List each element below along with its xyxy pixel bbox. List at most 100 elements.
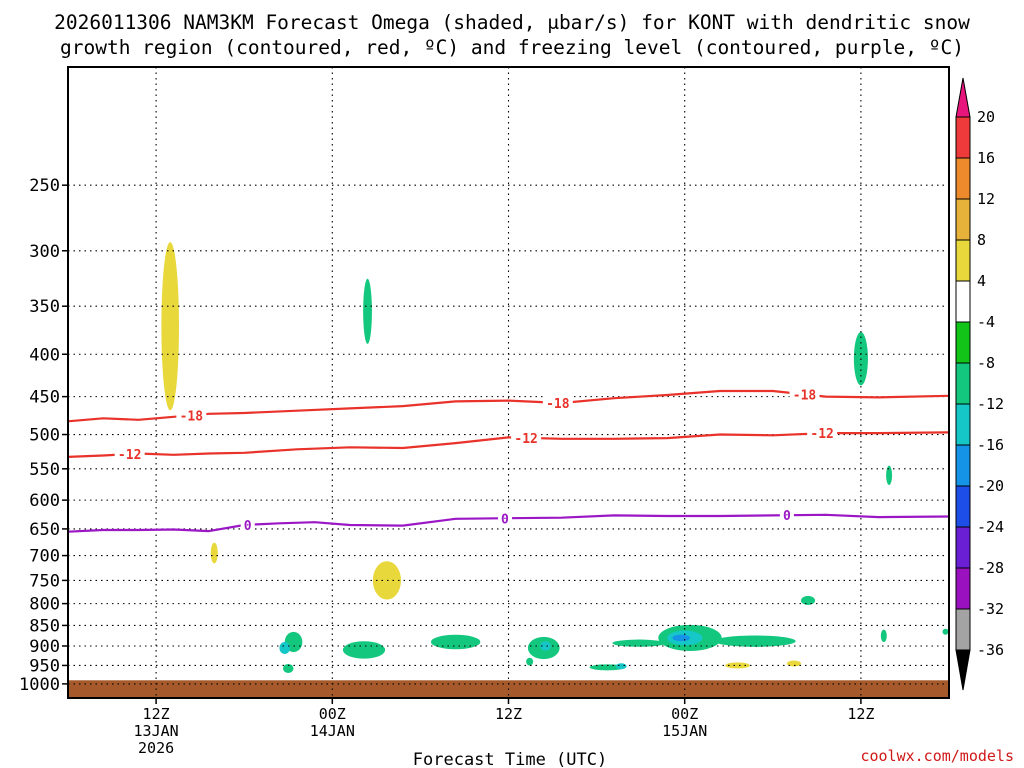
omega-cell-34	[725, 662, 750, 669]
omega-cell-15	[342, 641, 386, 659]
omega-cell-7	[251, 383, 283, 479]
omega-cell-36	[800, 595, 816, 605]
colorbar-bin-10	[955, 526, 971, 569]
y-tick-label-250: 250	[29, 176, 60, 196]
colorbar-label-11: -28	[977, 559, 1004, 577]
colorbar-bin-7	[955, 403, 971, 446]
omega-cell-19	[544, 201, 554, 276]
colorbar-bin-8	[955, 444, 971, 487]
contour-label-2-0: 0	[244, 519, 252, 534]
colorbar-bottom-arrow	[955, 649, 971, 691]
y-tick-label-450: 450	[29, 388, 60, 408]
y-tick-label-800: 800	[29, 595, 60, 615]
y-tick-label-700: 700	[29, 547, 60, 567]
contour-label-bg-0-1	[511, 430, 542, 445]
omega-cell-0	[64, 282, 104, 487]
contour-label-0-2: -12	[810, 427, 833, 442]
omega-cell-18	[508, 657, 516, 664]
omega-cell-10	[279, 642, 291, 654]
gridlines	[68, 67, 949, 698]
contour-label-2-2: 0	[783, 509, 791, 524]
contour-label-2-1: 0	[501, 512, 509, 527]
omega-cell-11	[282, 663, 294, 673]
colorbar-bin-0	[955, 116, 971, 159]
x-tick-sublabel-h42-0: 15JAN	[662, 722, 707, 740]
temperature-contours: -12 -12 -12 -18 -18 -18 0 0 0	[67, 387, 950, 534]
omega-shading	[64, 201, 949, 673]
colorbar-label-5: -4	[977, 313, 995, 331]
omega-cell-32	[714, 635, 796, 647]
omega-cell-28	[626, 659, 638, 668]
omega-cell-14	[372, 561, 402, 600]
colorbar-bin-6	[955, 362, 971, 405]
colorbar-label-10: -24	[977, 518, 1004, 536]
omega-cell-8	[265, 466, 280, 522]
x-tick-sublabel-h22-0: 14JAN	[310, 722, 355, 740]
x-tick-sublabel-h12-0: 13JAN	[134, 722, 179, 740]
contour-label-0-0: -12	[118, 448, 141, 463]
colorbar-label-0: 20	[977, 108, 995, 126]
colorbar-bin-12	[955, 608, 971, 651]
x-tick-label-h42: 00Z	[671, 705, 698, 723]
y-tick-label-600: 600	[29, 491, 60, 511]
contour-line-1	[67, 389, 950, 423]
colorbar-label-3: 8	[977, 231, 986, 249]
colorbar-bin-1	[955, 157, 971, 200]
colorbar-label-13: -36	[977, 641, 1004, 659]
contour-label-bg-1-2	[789, 387, 820, 402]
colorbar-bin-5	[955, 321, 971, 364]
y-tick-label-300: 300	[29, 242, 60, 262]
y-tick-label-500: 500	[29, 426, 60, 446]
contour-label-bg-1-1	[542, 395, 573, 410]
contour-label-bg-0-2	[807, 426, 838, 441]
omega-cell-31	[672, 634, 690, 642]
omega-cell-39	[880, 629, 887, 643]
contour-label-1-2: -18	[793, 388, 817, 403]
y-tick-label-1000: 1000	[19, 675, 60, 695]
omega-cell-23	[566, 653, 613, 663]
omega-cell-35	[786, 660, 801, 667]
contour-label-bg-2-2	[779, 508, 794, 523]
colorbar-label-4: 4	[977, 272, 986, 290]
x-tick-label-h12: 12Z	[143, 705, 170, 723]
y-tick-label-550: 550	[29, 460, 60, 480]
y-tick-label-750: 750	[29, 571, 60, 591]
colorbar-bin-2	[955, 198, 971, 241]
contour-label-bg-2-1	[497, 511, 512, 526]
colorbar-label-7: -12	[977, 395, 1004, 413]
contour-line-0	[67, 431, 950, 458]
omega-cell-22	[526, 657, 534, 666]
chart-title-line1: 2026011306 NAM3KM Forecast Omega (shaded…	[54, 11, 970, 34]
colorbar-label-12: -32	[977, 600, 1004, 618]
credit-text: coolwx.com/models	[860, 747, 1014, 765]
omega-cell-4	[161, 242, 180, 411]
omega-cell-6	[210, 542, 218, 564]
colorbar-label-9: -20	[977, 477, 1004, 495]
contour-label-bg-1-0	[176, 408, 207, 423]
omega-cell-26	[615, 663, 627, 670]
x-axis-label: Forecast Time (UTC)	[413, 750, 607, 768]
omega-cell-27	[612, 639, 666, 647]
y-tick-label-850: 850	[29, 616, 60, 636]
contour-label-0-1: -12	[514, 432, 537, 447]
omega-cell-12	[363, 278, 372, 344]
colorbar-bin-4	[955, 280, 971, 323]
omega-cell-1	[94, 469, 106, 501]
contour-line-2	[67, 513, 950, 533]
contour-label-bg-2-0	[240, 517, 255, 532]
omega-cell-38	[886, 465, 893, 485]
colorbar-bin-3	[955, 239, 971, 282]
omega-cell-40	[942, 628, 949, 635]
omega-cell-25	[589, 664, 625, 671]
omega-cell-2	[122, 476, 137, 530]
y-tick-label-350: 350	[29, 297, 60, 317]
colorbar-label-8: -16	[977, 436, 1004, 454]
chart-title-line2: growth region (contoured, red, ºC) and f…	[60, 36, 964, 59]
y-tick-label-650: 650	[29, 520, 60, 540]
axes: 2503003504004505005506006507007508008509…	[19, 66, 950, 757]
colorbar: 20 16 12 8 4 -4 -8 -12 -16 -20 -24 -28 -32 -36	[955, 77, 1004, 691]
omega-cell-16	[430, 634, 481, 650]
y-tick-label-950: 950	[29, 656, 60, 676]
contour-label-bg-0-0	[114, 446, 145, 461]
